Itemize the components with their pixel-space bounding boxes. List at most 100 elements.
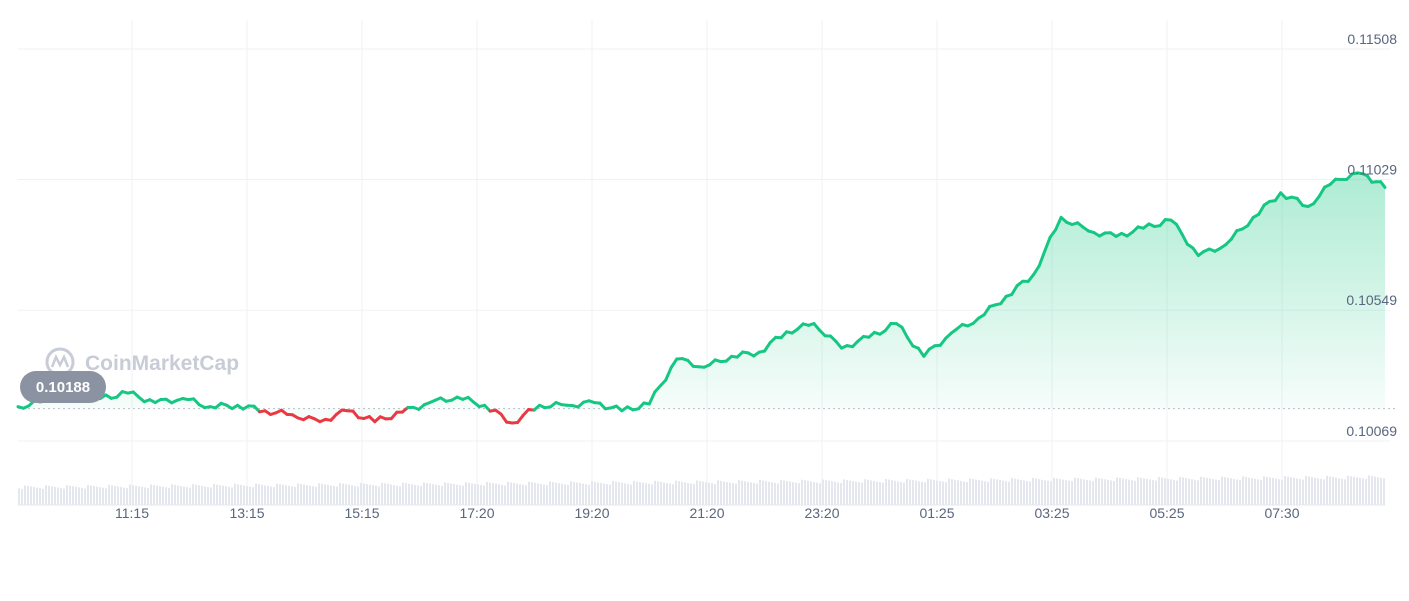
volume-bar: [1152, 480, 1154, 505]
volume-bar: [138, 486, 140, 505]
volume-bar: [984, 481, 986, 505]
volume-bar: [1254, 478, 1256, 505]
volume-bar: [678, 481, 680, 505]
volume-bar: [198, 485, 200, 505]
volume-bar: [183, 486, 185, 505]
x-tick-label: 07:30: [1264, 505, 1299, 521]
volume-bar: [468, 482, 470, 505]
volume-bar: [462, 485, 464, 505]
volume-bar: [963, 481, 965, 505]
volume-bar: [831, 481, 833, 505]
volume-bar: [1062, 479, 1064, 505]
price-line-segment-up: [1010, 284, 1019, 296]
volume-bar: [396, 485, 398, 505]
volume-bar: [207, 487, 209, 505]
volume-bar: [1302, 479, 1304, 505]
volume-bar: [1383, 478, 1385, 505]
volume-bar: [924, 482, 926, 505]
volume-bar: [498, 484, 500, 505]
volume-bar: [585, 484, 587, 505]
volume-bar: [516, 483, 518, 505]
volume-bar: [1377, 477, 1379, 505]
volume-bar: [474, 483, 476, 505]
volume-bar: [1353, 476, 1355, 505]
volume-bar: [1044, 480, 1046, 505]
volume-bar: [378, 486, 380, 505]
x-tick-label: 11:15: [115, 505, 149, 521]
volume-bar: [1197, 480, 1199, 505]
volume-bar: [1317, 478, 1319, 505]
volume-bar: [288, 485, 290, 505]
volume-bar: [843, 479, 845, 505]
volume-bar: [720, 480, 722, 505]
volume-bar: [828, 480, 830, 505]
volume-bar: [573, 481, 575, 505]
volume-bar: [813, 481, 815, 505]
price-line-segment-up: [1273, 191, 1283, 203]
volume-bar: [867, 479, 869, 505]
volume-bar: [42, 488, 44, 505]
volume-bar: [69, 485, 71, 505]
volume-bar: [147, 488, 149, 505]
volume-bar: [264, 485, 266, 505]
volume-bar: [333, 486, 335, 505]
volume-bar: [942, 481, 944, 505]
volume-bar: [960, 480, 962, 505]
volume-bar: [1083, 479, 1085, 505]
volume-bar: [543, 484, 545, 505]
volume-bar: [921, 481, 923, 505]
volume-bar: [117, 486, 119, 505]
volume-bar: [894, 480, 896, 505]
volume-bar: [294, 486, 296, 505]
volume-bar: [789, 481, 791, 505]
volume-bar: [195, 484, 197, 505]
volume-bar: [822, 479, 824, 505]
volume-bar: [501, 484, 503, 505]
x-tick-label: 17:20: [459, 505, 494, 521]
volume-bar: [906, 478, 908, 505]
volume-bar: [87, 484, 89, 505]
volume-bar: [504, 485, 506, 505]
volume-bar: [1020, 479, 1022, 505]
volume-bar: [1326, 475, 1328, 505]
volume-bar: [1320, 478, 1322, 505]
reference-price-label: 0.10188: [36, 379, 90, 396]
price-line-segment-up: [999, 294, 1008, 306]
volume-bar: [771, 482, 773, 505]
volume-bar: [186, 487, 188, 505]
volume-bar: [882, 482, 884, 505]
volume-bar: [393, 485, 395, 505]
volume-bar: [591, 481, 593, 505]
volume-bar: [1347, 475, 1349, 505]
volume-bar: [951, 479, 953, 505]
price-area-fill: [18, 172, 1385, 423]
volume-bar: [1227, 477, 1229, 505]
volume-bar: [1206, 477, 1208, 505]
volume-bar: [1077, 478, 1079, 505]
volume-bar: [1140, 477, 1142, 505]
volume-bar: [1290, 477, 1292, 505]
volume-bar: [285, 485, 287, 505]
volume-bar: [369, 484, 371, 505]
volume-bar: [1278, 479, 1280, 505]
volume-bar: [105, 488, 107, 505]
volume-bar: [903, 482, 905, 505]
volume-bar: [279, 484, 281, 505]
volume-bar: [231, 487, 233, 505]
volume-bar: [798, 483, 800, 505]
x-tick-label: 21:20: [689, 505, 724, 521]
volume-bar: [648, 483, 650, 505]
x-axis-labels: 11:15 13:15 15:15 17:20 19:20 21:20 23:20 01:25…: [115, 505, 1300, 521]
volume-bar: [777, 483, 779, 505]
volume-bar: [507, 481, 509, 505]
volume-bar: [1089, 480, 1091, 505]
volume-bar: [858, 482, 860, 505]
volume-bar: [1299, 479, 1301, 505]
volume-bar: [660, 481, 662, 505]
volume-bar: [1137, 477, 1139, 505]
volume-bar: [297, 483, 299, 505]
volume-bar: [1245, 477, 1247, 505]
y-tick-label: 0.11508: [1347, 31, 1397, 47]
volume-bar: [345, 484, 347, 505]
volume-bar: [1269, 477, 1271, 505]
